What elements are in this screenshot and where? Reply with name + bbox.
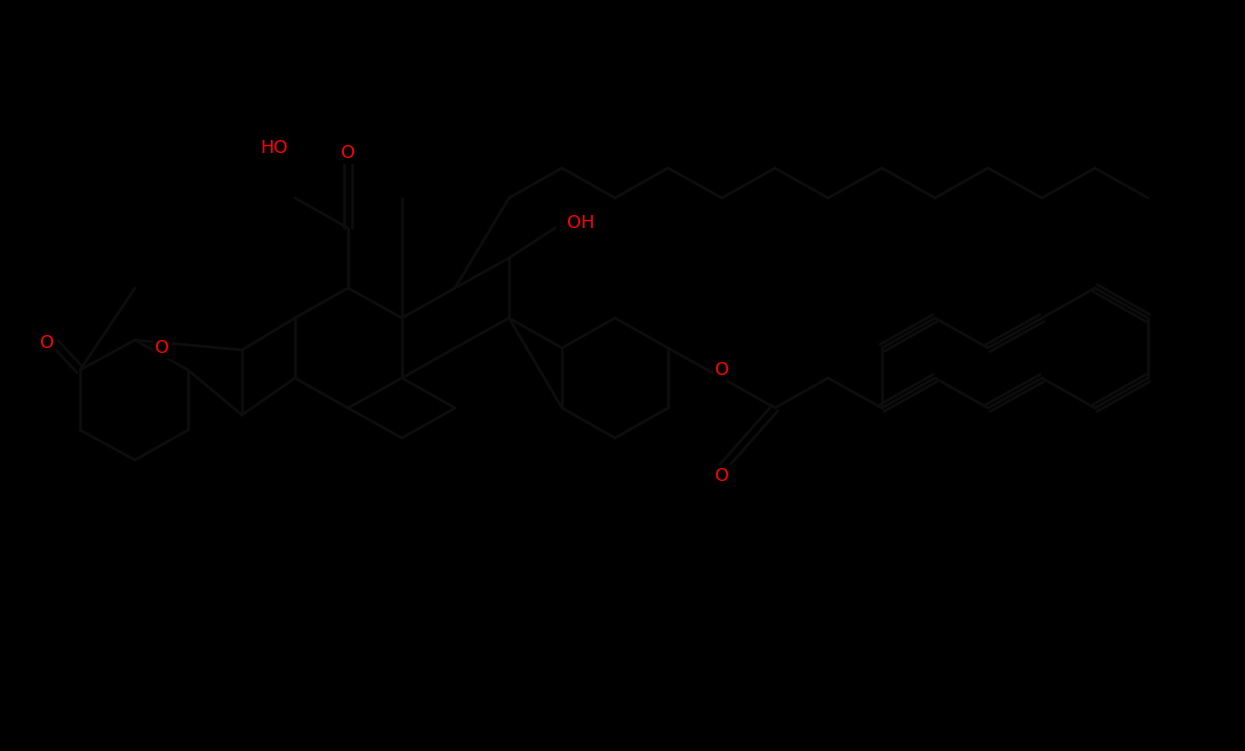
Text: O: O xyxy=(40,334,54,352)
Text: OH: OH xyxy=(566,214,595,232)
Text: O: O xyxy=(715,361,730,379)
Text: HO: HO xyxy=(260,139,288,157)
Text: O: O xyxy=(715,467,730,485)
Text: O: O xyxy=(341,144,355,162)
Text: O: O xyxy=(154,339,169,357)
